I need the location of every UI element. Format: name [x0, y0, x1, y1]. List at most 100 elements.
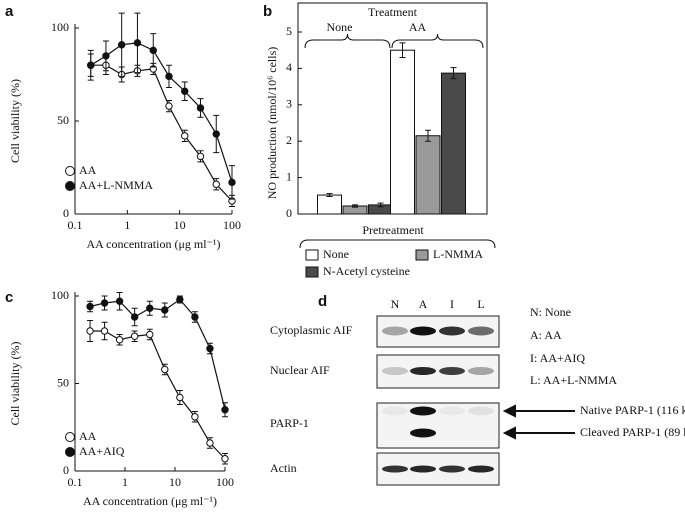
series-line	[90, 64, 233, 202]
data-point	[206, 344, 214, 353]
blot-band	[382, 465, 408, 473]
lane-label: A	[419, 297, 428, 311]
data-point	[176, 393, 184, 402]
x-tick-label: 1	[122, 475, 128, 489]
data-point	[191, 413, 199, 421]
x-tick-label: 100	[216, 475, 234, 489]
blot-band	[410, 428, 436, 438]
arrow-label: Native PARP-1 (116 kDa)	[580, 403, 685, 417]
error-bar	[425, 129, 431, 142]
key-text: A: AA	[530, 328, 562, 342]
y-tick-label: 4	[286, 60, 292, 74]
data-point	[228, 178, 236, 187]
error-bar	[352, 204, 358, 208]
y-tick-label: 3	[286, 97, 292, 111]
data-point	[130, 332, 139, 340]
y-axis-label: NO production (nmol/10⁶ cells)	[265, 47, 279, 200]
data-point	[161, 365, 169, 374]
data-point	[191, 313, 199, 321]
legend-marker	[65, 447, 75, 457]
row-label: Nuclear AIF	[270, 363, 330, 377]
blot-band	[410, 465, 436, 473]
data-point	[87, 61, 95, 69]
data-point	[117, 41, 126, 49]
y-tick-label: 50	[57, 375, 69, 389]
y-tick-label: 100	[51, 288, 69, 302]
x-tick-label: 0.1	[68, 218, 83, 232]
category-label: AA	[409, 20, 427, 34]
legend-marker	[65, 166, 75, 176]
blot-band	[382, 367, 408, 375]
blot-band	[439, 406, 465, 416]
chart-panel: b NO production (nmol/10⁶ cells) 0 1 2 3 4 5 Tre…	[263, 2, 496, 278]
bar	[415, 135, 441, 215]
lane-label: I	[450, 297, 454, 311]
legend-label: AA+L-NMMA	[79, 178, 153, 192]
bar	[317, 194, 342, 215]
legend-marker	[65, 432, 75, 442]
legend-title: Pretreatment	[362, 223, 424, 237]
legend-label: N-Acetyl cysteine	[323, 264, 410, 278]
legend-label: AA	[79, 163, 97, 177]
blot-band	[468, 465, 494, 473]
y-tick-label: 1	[286, 169, 292, 183]
y-tick-label: 5	[286, 24, 292, 38]
data-point	[206, 439, 214, 447]
data-point	[86, 302, 94, 311]
y-tick-label: 100	[51, 20, 69, 34]
blot-band	[439, 465, 465, 473]
data-point	[146, 304, 154, 312]
bar	[390, 49, 415, 215]
legend-label: None	[323, 247, 349, 261]
series-line	[90, 42, 233, 183]
data-point	[102, 52, 110, 60]
data-point	[221, 406, 229, 414]
data-point	[149, 46, 157, 55]
y-tick-label: 0	[63, 463, 69, 477]
data-point	[86, 327, 94, 335]
x-tick-label: 0.1	[68, 475, 83, 489]
blot-band	[468, 326, 494, 336]
panel-letter: a	[5, 3, 14, 20]
arrow-label: Cleaved PARP-1 (89 kDa)	[580, 425, 685, 439]
data-point	[176, 295, 184, 304]
data-point	[165, 102, 173, 110]
data-point	[133, 39, 142, 47]
blot-band	[468, 406, 494, 416]
blot-band	[382, 406, 408, 416]
data-point	[181, 132, 189, 140]
error-bar	[450, 67, 457, 80]
blot-frame	[376, 402, 500, 449]
y-axis-label: Cell viability (%)	[8, 342, 22, 426]
blot-band	[410, 367, 436, 375]
bar	[441, 72, 466, 215]
error-bar	[377, 202, 384, 208]
row-label: PARP-1	[270, 416, 309, 430]
series-line	[89, 298, 226, 410]
y-tick-label: 0	[63, 206, 69, 220]
data-point	[161, 306, 169, 314]
key-text: N: None	[530, 305, 571, 319]
blot-band	[382, 326, 408, 336]
lane-label: N	[391, 297, 400, 311]
legend-swatch	[305, 249, 319, 261]
category-brace	[391, 33, 484, 49]
legend-label: AA	[79, 429, 97, 443]
data-point	[165, 72, 173, 81]
data-point	[196, 104, 205, 112]
chart-title: Treatment	[368, 5, 418, 19]
data-point	[212, 180, 220, 188]
y-tick-label: 2	[286, 133, 292, 147]
x-tick-label: 100	[223, 218, 241, 232]
legend-label: L-NMMA	[433, 247, 483, 261]
data-point	[100, 327, 109, 335]
data-point	[146, 330, 154, 339]
blot-band	[410, 406, 436, 416]
blot-band	[439, 326, 465, 336]
y-axis-label: Cell viability (%)	[8, 79, 22, 163]
panel-letter: d	[318, 293, 327, 310]
y-tick-label: 50	[57, 113, 69, 127]
category-brace	[304, 33, 391, 49]
